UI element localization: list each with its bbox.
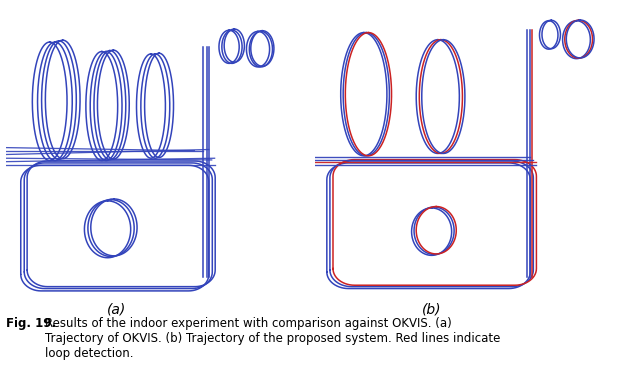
Text: Results of the indoor experiment with comparison against OKVIS. (a)
Trajectory o: Results of the indoor experiment with co… xyxy=(45,317,501,360)
Text: (b): (b) xyxy=(422,303,442,317)
Text: (a): (a) xyxy=(106,303,126,317)
Text: Fig. 19.: Fig. 19. xyxy=(6,317,57,330)
